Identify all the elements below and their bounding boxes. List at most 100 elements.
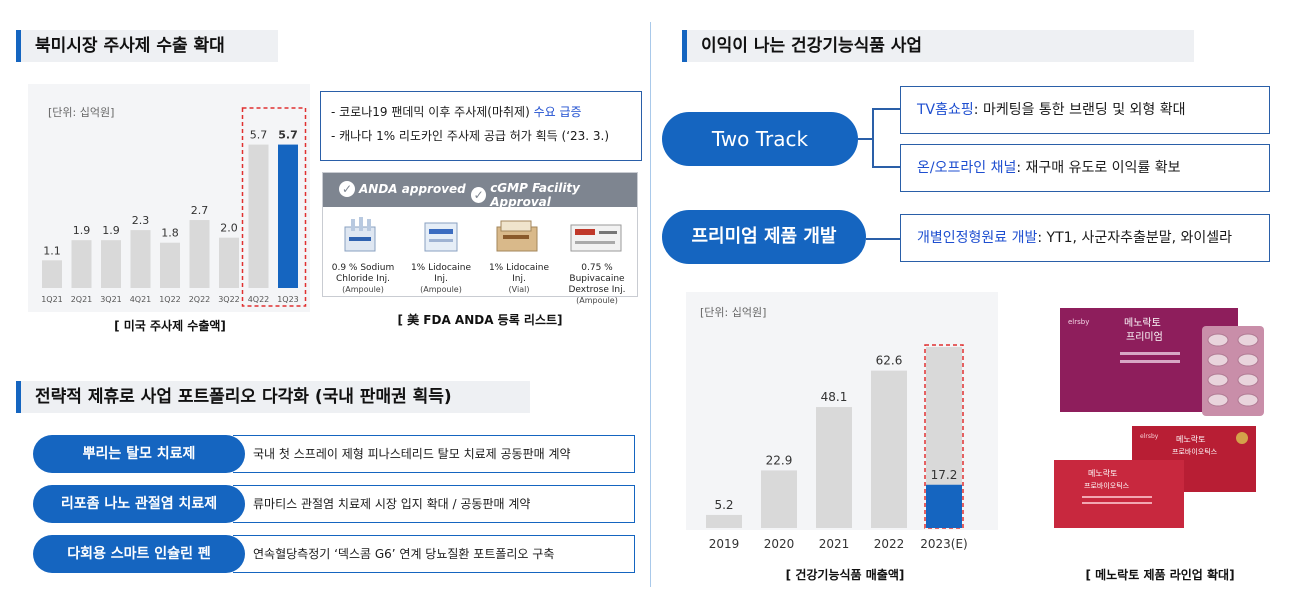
tv-homeshopping-box: TV홈쇼핑: 마케팅을 통한 브랜딩 및 외형 확대 [900, 86, 1270, 134]
anda-list-panel: ✓ ANDA approved ✓ cGMP Facility Approval… [322, 172, 638, 305]
data-label: 48.1 [821, 390, 848, 404]
ingredient-dev-box: 개별인정형원료 개발: YT1, 사군자추출분말, 와이셀라 [900, 214, 1270, 262]
section-title-health-food: 이익이 나는 건강기능식품 사업 [682, 30, 1194, 62]
data-label: 1.8 [161, 227, 179, 240]
menolacto-probiotics-box-image: elrsby 메노락토 프로바이오틱스 메노락토 프로바이오틱스 [1054, 426, 1256, 528]
cgmp-badge-label: cGMP Facility Approval [490, 181, 580, 209]
bar [71, 240, 92, 288]
anda-product-name: 0.75 % Bupivacaine Dextrose Inj. [568, 263, 626, 295]
menolacto-premium-box-image: elrsby 메노락토 프리미엄 [1060, 308, 1264, 416]
strategy-row: 국내 첫 스프레이 제형 피나스테리드 탈모 치료제 공동판매 계약 뿌리는 탈… [33, 435, 635, 473]
x-tick-label: 4Q22 [248, 295, 270, 304]
chart1-caption: [ 미국 주사제 수출액] [114, 319, 226, 333]
product-caption: [ 메노락토 제품 라인업 확대] [1085, 568, 1235, 582]
data-label: 5.7 [250, 129, 268, 142]
x-tick-label: 2021 [819, 537, 850, 551]
anda-product: 1% Lidocaine Inj. (Ampoule) [405, 215, 477, 294]
anda-product: 0.75 % Bupivacaine Dextrose Inj. (Ampoul… [561, 215, 633, 305]
anda-product: 0.9 % Sodium Chloride Inj. (Ampoule) [327, 215, 399, 294]
anda-product-form: (Ampoule) [420, 285, 462, 294]
data-label: 2.3 [132, 214, 150, 227]
bar [219, 237, 239, 288]
info-line-1-text: - 코로나19 팬데믹 이후 주사제(마취제) [331, 105, 534, 119]
bar [130, 230, 151, 288]
product-subname: 프로바이오틱스 [1172, 447, 1218, 456]
product-name: 메노락토 [1124, 317, 1161, 329]
x-tick-label: 1Q21 [41, 295, 63, 304]
info-line-1-highlight: 수요 급증 [533, 105, 582, 119]
highlight-box [241, 107, 307, 307]
product-brand: elrsby [1140, 433, 1159, 440]
ampoule-box-image [344, 217, 376, 252]
data-label: 2.0 [220, 222, 238, 235]
x-tick-label: 2Q21 [71, 295, 93, 304]
chart2-unit: [단위: 십억원] [700, 306, 767, 319]
data-label: 62.6 [876, 354, 903, 368]
injection-info-box: - 코로나19 팬데믹 이후 주사제(마취제) 수요 급증 - 캐나다 1% 리… [320, 91, 642, 161]
x-tick-label: 2019 [709, 537, 740, 551]
x-tick-label: 3Q22 [218, 295, 240, 304]
anda-header: ✓ ANDA approved ✓ cGMP Facility Approval [323, 173, 637, 209]
ampoule-box-image [424, 222, 458, 252]
strategy-label: 리포좀 나노 관절염 치료제 [33, 485, 245, 523]
cgmp-badge: ✓ cGMP Facility Approval [471, 181, 637, 209]
product-name: 메노락토 [1176, 434, 1205, 444]
bar [926, 484, 962, 528]
anda-caption: [ 美 FDA ANDA 등록 리스트] [397, 313, 563, 327]
bar [706, 514, 742, 528]
connector-line [872, 166, 900, 168]
bar [42, 260, 62, 288]
x-tick-label: 2020 [764, 537, 795, 551]
anda-product: 1% Lidocaine Inj. (Vial) [483, 215, 555, 294]
health-food-sales-chart: 5.2 2019 22.9 2020 48.1 2021 62.6 2022 17.2 2023(… [706, 344, 968, 551]
bar [189, 220, 210, 288]
data-label: 17.2 [931, 468, 958, 482]
product-brand: elrsby [1068, 318, 1089, 326]
strategy-desc: 연속혈당측정기 ‘덱스콤 G6’ 연계 당뇨질환 포트폴리오 구축 [233, 535, 635, 573]
check-circle-icon: ✓ [339, 181, 355, 197]
anda-product-form: (Ampoule) [342, 285, 384, 294]
online-offline-text: : 재구매 유도로 이익률 확보 [1016, 160, 1181, 176]
x-tick-label: 2Q22 [189, 295, 211, 304]
connector-line [858, 138, 872, 140]
bar [816, 407, 852, 528]
strategy-desc: 국내 첫 스프레이 제형 피나스테리드 탈모 치료제 공동판매 계약 [233, 435, 635, 473]
bar [278, 144, 298, 288]
info-line-2: - 캐나다 1% 리도카인 주사제 공급 허가 획득 (‘23. 3.) [331, 129, 610, 143]
strategy-desc: 류마티스 관절염 치료제 시장 입지 확대 / 공동판매 계약 [233, 485, 635, 523]
anda-badge: ✓ ANDA approved [339, 181, 466, 197]
check-circle-icon: ✓ [471, 187, 487, 203]
data-label: 22.9 [766, 453, 793, 467]
data-label: 1.9 [102, 224, 120, 237]
bar [761, 470, 797, 528]
connector-line [872, 108, 900, 110]
anda-product-name: 1% Lidocaine Inj. [488, 263, 550, 284]
strategy-label: 뿌리는 탈모 치료제 [33, 435, 245, 473]
bar [160, 242, 180, 288]
online-offline-highlight: 온/오프라인 채널 [917, 160, 1017, 176]
vial-box-image [496, 220, 538, 252]
product-name: 메노락토 [1088, 468, 1117, 478]
anda-product-name: 1% Lidocaine Inj. [410, 263, 472, 284]
connector-line [866, 238, 900, 240]
anda-product-form: (Ampoule) [576, 296, 618, 305]
chart2-caption: [ 건강기능식품 매출액] [785, 568, 905, 582]
center-divider [650, 22, 651, 587]
section-title-strategy: 전략적 제휴로 사업 포트폴리오 다각화 (국내 판매권 획득) [16, 381, 530, 413]
tv-homeshopping-highlight: TV홈쇼핑 [917, 102, 974, 118]
product-subname: 프리미엄 [1126, 331, 1163, 343]
strategy-row: 류마티스 관절염 치료제 시장 입지 확대 / 공동판매 계약 리포좀 나노 관… [33, 485, 635, 523]
x-tick-label: 1Q22 [159, 295, 181, 304]
ingredient-dev-highlight: 개별인정형원료 개발 [917, 230, 1038, 246]
ampoule-box-image [570, 224, 622, 252]
x-tick-label: 2022 [874, 537, 905, 551]
connector-line [872, 108, 874, 166]
data-label: 1.1 [43, 244, 61, 257]
x-tick-label: 4Q21 [130, 295, 152, 304]
two-track-label: Two Track [662, 112, 858, 166]
tv-homeshopping-text: : 마케팅을 통한 브랜딩 및 외형 확대 [973, 102, 1186, 118]
online-offline-box: 온/오프라인 채널: 재구매 유도로 이익률 확보 [900, 144, 1270, 192]
product-subname: 프로바이오틱스 [1084, 481, 1130, 490]
data-label: 5.2 [714, 498, 733, 512]
data-label: 5.7 [278, 129, 298, 142]
